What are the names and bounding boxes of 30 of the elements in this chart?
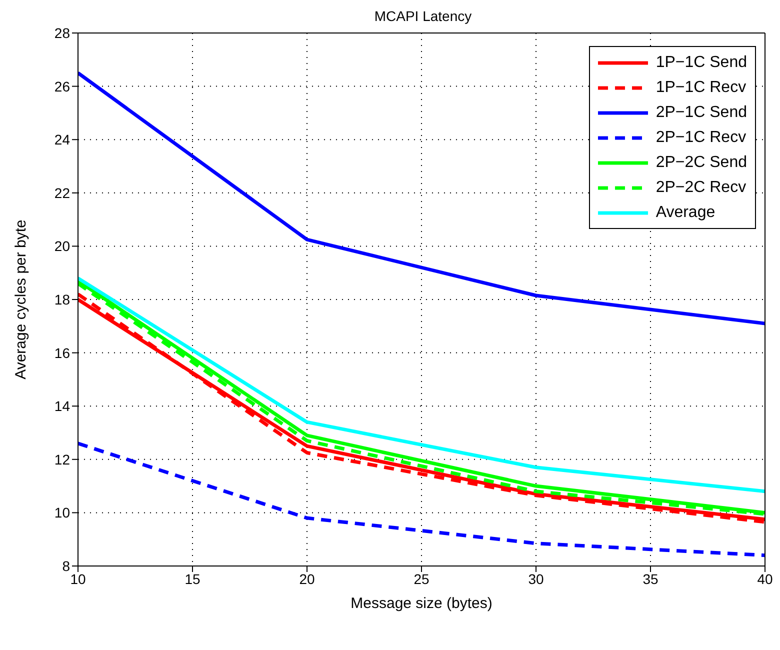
y-tick-label: 12 (54, 451, 70, 468)
x-axis-title: Message size (bytes) (350, 595, 492, 612)
y-tick-label: 14 (54, 398, 70, 414)
y-tick-label: 8 (62, 558, 70, 574)
y-tick-label: 22 (54, 184, 70, 201)
legend-label: Average (656, 204, 716, 222)
legend-label: 2P−1C Send (656, 104, 747, 122)
line-series (78, 71, 765, 326)
x-tick-label: 30 (528, 570, 544, 587)
y-tick-label: 28 (54, 24, 70, 41)
legend-label: 2P−2C Recv (656, 178, 746, 196)
x-tick-label: 35 (642, 570, 658, 587)
y-axis-title: Average cycles per byte (12, 220, 30, 380)
x-tick-label: 10 (70, 570, 86, 587)
y-tick-label: 24 (54, 132, 70, 148)
legend-label: 1P−1C Send (656, 54, 747, 72)
x-tick-label: 25 (414, 570, 430, 587)
y-tick-label: 10 (54, 504, 70, 521)
legend-label: 2P−1C Recv (656, 128, 746, 146)
legend-label: 1P−1C Recv (656, 78, 746, 96)
x-tick-label: 20 (299, 570, 315, 587)
x-tick-label: 15 (184, 570, 200, 587)
legend-label: 2P−2C Send (656, 154, 747, 172)
y-tick-label: 26 (54, 78, 70, 94)
y-tick-label: 20 (54, 238, 70, 254)
y-tick-label: 16 (54, 344, 70, 361)
chart-title: MCAPI Latency (373, 8, 473, 26)
line-series (78, 442, 765, 558)
y-tick-label: 18 (54, 291, 70, 308)
x-tick-label: 40 (757, 570, 773, 587)
